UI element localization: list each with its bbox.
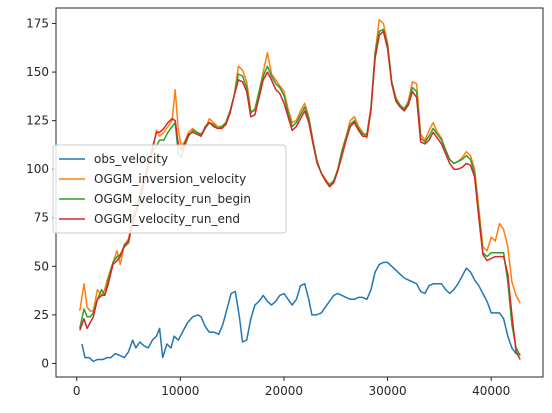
y-tick-label: 50 — [34, 259, 49, 273]
series-line-0 — [81, 261, 521, 363]
x-tick-label: 0 — [73, 384, 81, 398]
y-tick-label: 150 — [26, 65, 49, 79]
legend-entry: obs_velocity — [94, 152, 168, 166]
y-tick-label: 0 — [41, 356, 49, 370]
y-axis: 0 25 50 75 100 125 150 175 — [26, 17, 56, 370]
y-tick-label: 175 — [26, 17, 49, 31]
y-tick-label: 75 — [34, 211, 49, 225]
x-tick-label: 30000 — [368, 384, 406, 398]
legend-entry: OGGM_inversion_velocity — [94, 172, 246, 186]
y-tick-label: 100 — [26, 162, 49, 176]
legend-box — [52, 144, 287, 234]
x-tick-label: 20000 — [265, 384, 303, 398]
x-tick-label: 40000 — [472, 384, 510, 398]
legend: obs_velocity OGGM_inversion_velocity OGGM_… — [52, 144, 287, 234]
x-tick-label: 10000 — [161, 384, 199, 398]
y-tick-label: 125 — [26, 114, 49, 128]
x-axis: 0 10000 20000 30000 40000 — [73, 377, 510, 398]
y-tick-label: 25 — [34, 308, 49, 322]
legend-entry: OGGM_velocity_run_end — [94, 212, 240, 226]
legend-entry: OGGM_velocity_run_begin — [94, 192, 251, 206]
